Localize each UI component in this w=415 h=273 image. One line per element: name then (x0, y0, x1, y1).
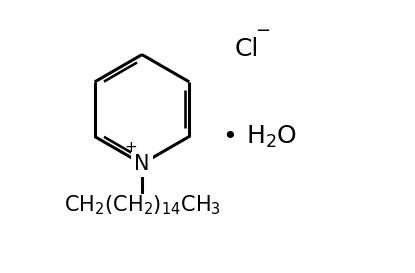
Text: −: − (255, 22, 271, 40)
Text: H$_2$O: H$_2$O (246, 123, 297, 150)
Text: N: N (134, 154, 150, 174)
Text: CH$_2$(CH$_2$)$_{14}$CH$_3$: CH$_2$(CH$_2$)$_{14}$CH$_3$ (63, 194, 220, 217)
Text: +: + (124, 140, 137, 155)
Text: Cl: Cl (235, 37, 259, 61)
Text: •: • (222, 124, 237, 149)
